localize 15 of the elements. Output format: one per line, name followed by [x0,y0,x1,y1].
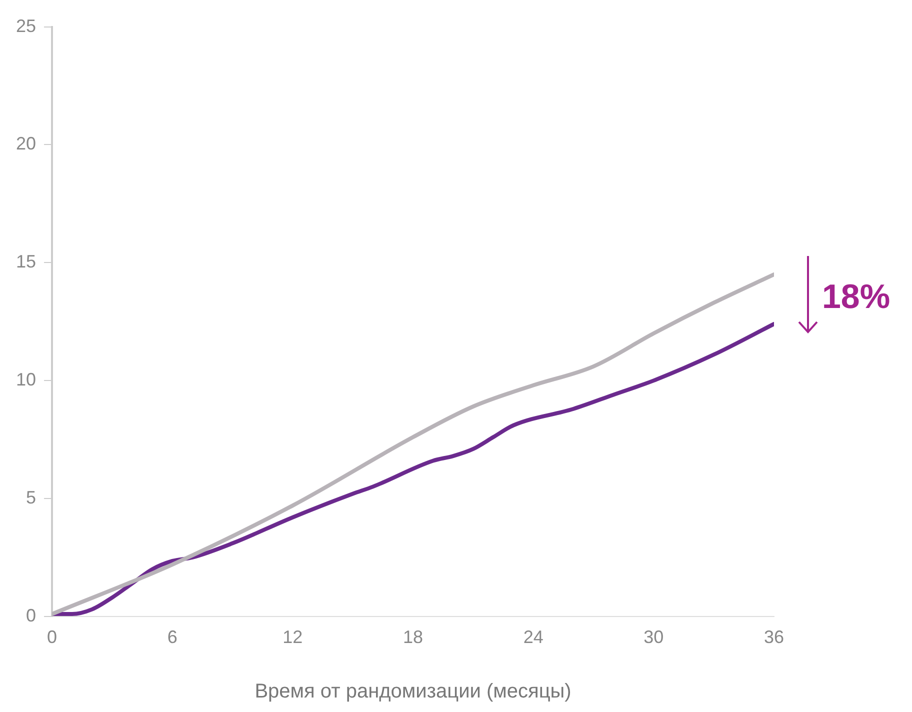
y-tick-label: 25 [16,16,36,36]
x-tick-label: 12 [282,627,303,648]
y-tick-label: 5 [26,487,36,508]
x-tick-label: 30 [644,627,664,648]
x-tick-label: 36 [764,627,784,648]
text: 18% [822,278,890,317]
x-tick-label: 18 [402,627,424,648]
x-axis-title: Время от рандомизации (месяцы) [254,680,572,703]
y-tick-label: 0 [26,605,36,626]
y-tick-label: 15 [16,252,36,272]
x-tick-label: 6 [167,627,178,648]
y-tick-label: 10 [16,370,36,390]
x-tick-label: 0 [47,627,58,648]
y-tick-label: 20 [16,134,36,154]
x-tick-label: 24 [523,627,544,648]
